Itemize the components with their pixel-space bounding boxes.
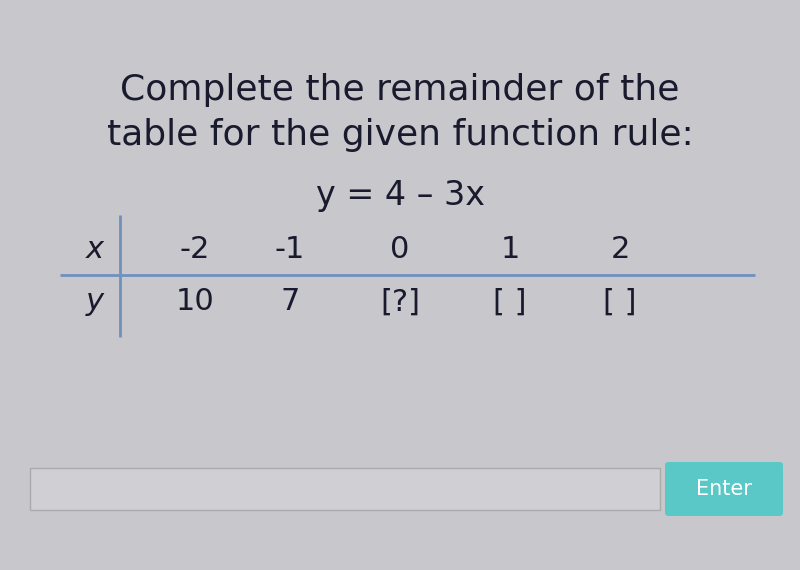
- Text: y: y: [86, 287, 104, 316]
- Text: Complete the remainder of the: Complete the remainder of the: [120, 73, 680, 107]
- Text: y = 4 – 3x: y = 4 – 3x: [315, 178, 485, 211]
- Text: 1: 1: [500, 235, 520, 264]
- Text: 0: 0: [390, 235, 410, 264]
- Text: 2: 2: [610, 235, 630, 264]
- Text: [ ]: [ ]: [603, 287, 637, 316]
- Text: table for the given function rule:: table for the given function rule:: [106, 118, 694, 152]
- Text: 7: 7: [280, 287, 300, 316]
- Text: x: x: [86, 235, 104, 264]
- FancyBboxPatch shape: [30, 468, 660, 510]
- Text: Enter: Enter: [696, 479, 752, 499]
- Text: 10: 10: [176, 287, 214, 316]
- FancyBboxPatch shape: [665, 462, 783, 516]
- Text: [?]: [?]: [380, 287, 420, 316]
- Text: -2: -2: [180, 235, 210, 264]
- Text: [ ]: [ ]: [494, 287, 526, 316]
- Text: -1: -1: [275, 235, 305, 264]
